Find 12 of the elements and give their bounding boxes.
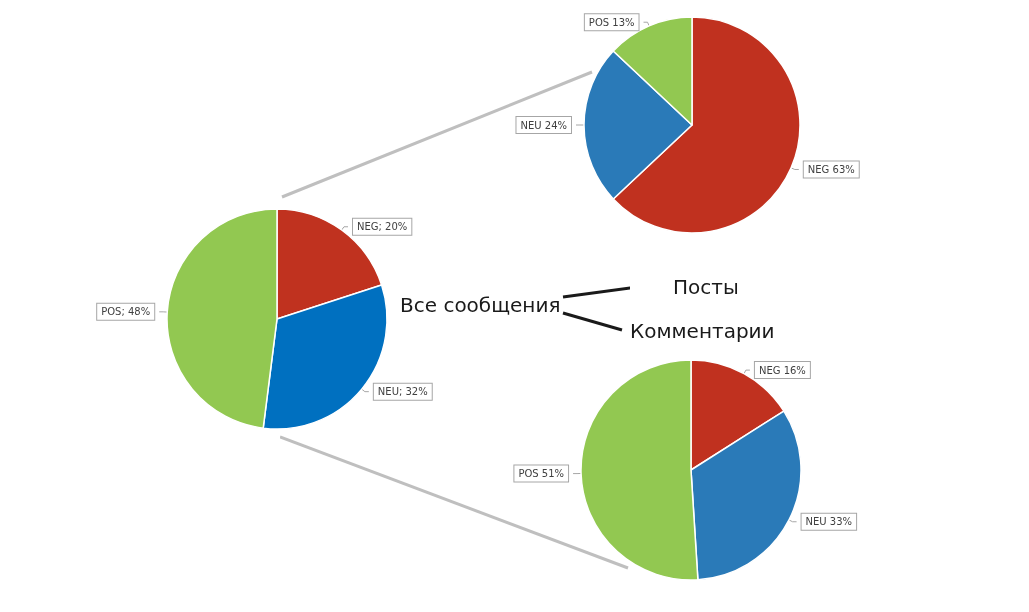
text: Все сообщения bbox=[400, 293, 561, 317]
slice-label: POS 13% bbox=[588, 16, 635, 28]
slice-label: NEU 33% bbox=[805, 516, 853, 528]
text: Посты bbox=[673, 275, 739, 299]
slice-label: POS; 48% bbox=[101, 306, 151, 318]
slice-label: NEG 63% bbox=[807, 163, 855, 175]
slice-label: NEU; 32% bbox=[377, 386, 428, 398]
chart-title: Комментарии bbox=[630, 319, 775, 343]
slice-label: NEG 16% bbox=[758, 364, 806, 376]
slice-label: NEU 24% bbox=[520, 119, 567, 131]
slice-label: POS 51% bbox=[518, 468, 565, 480]
slice-label: NEG; 20% bbox=[357, 221, 408, 233]
